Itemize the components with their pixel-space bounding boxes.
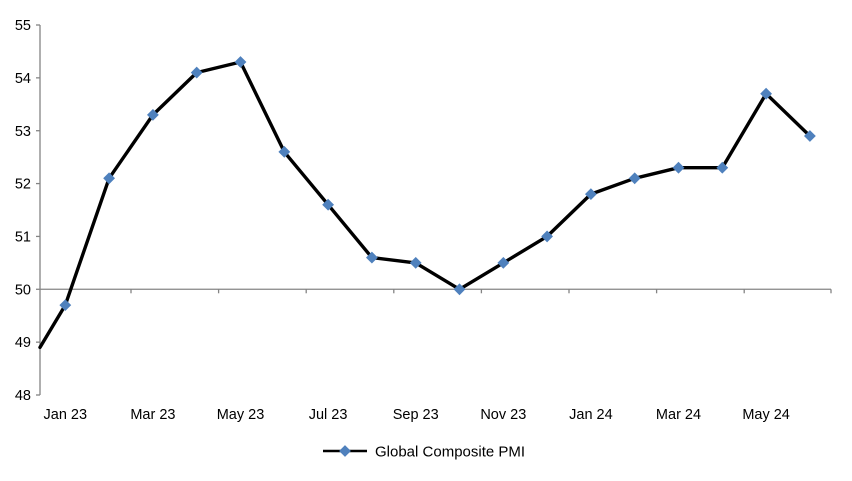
y-tick-label: 48	[15, 388, 31, 404]
series-line	[38, 60, 812, 350]
y-tick-label: 50	[15, 282, 31, 298]
y-tick-label: 49	[15, 335, 31, 351]
data-point-jun-24	[803, 130, 816, 142]
data-point-nov-23	[497, 256, 510, 269]
x-tick-label: Jul 23	[309, 407, 348, 423]
x-tick-label: Mar 23	[130, 407, 175, 423]
data-point-jan-24	[584, 188, 597, 201]
data-point-mar-23	[146, 108, 159, 121]
x-tick-label: Nov 23	[480, 407, 526, 423]
data-point-may-24	[760, 87, 773, 100]
x-tick-label: May 23	[217, 407, 265, 423]
x-axis: Jan 23 Mar 23 May 23 Jul 23 Sep 23 Nov 23 Jan …	[40, 288, 832, 423]
data-point-dec-23	[541, 230, 554, 243]
data-point-jun-23	[278, 145, 291, 158]
series-global-composite-pmi	[38, 56, 816, 350]
y-tick-label: 52	[15, 177, 31, 193]
data-point-jan-23	[59, 299, 72, 312]
data-point-jul-23	[322, 198, 335, 211]
data-point-sep-23	[409, 256, 422, 269]
data-point-may-23	[234, 56, 247, 68]
data-point-mar-24	[672, 161, 685, 174]
data-point-apr-24	[716, 161, 729, 174]
y-tick-label: 51	[15, 230, 31, 246]
x-tick-label: Jan 24	[569, 407, 613, 423]
x-tick-label: Sep 23	[393, 407, 439, 423]
y-tick-label: 53	[15, 124, 31, 140]
y-tick-label: 55	[15, 18, 31, 34]
data-point-oct-23	[453, 283, 466, 296]
legend-label: Global Composite PMI	[375, 443, 525, 460]
data-point-aug-23	[365, 251, 378, 264]
data-point-feb-24	[628, 172, 641, 185]
legend: Global Composite PMI	[323, 443, 525, 460]
y-tick-label: 54	[15, 71, 31, 87]
legend-diamond-marker-icon	[339, 445, 351, 457]
data-point-feb-23	[103, 172, 116, 185]
x-tick-label: May 24	[742, 407, 790, 423]
x-tick-label: Mar 24	[656, 407, 701, 423]
y-axis: 55 54 53 52 51 50 49 48	[15, 18, 41, 404]
x-tick-label: Jan 23	[44, 407, 88, 423]
data-point-apr-23	[190, 66, 203, 79]
